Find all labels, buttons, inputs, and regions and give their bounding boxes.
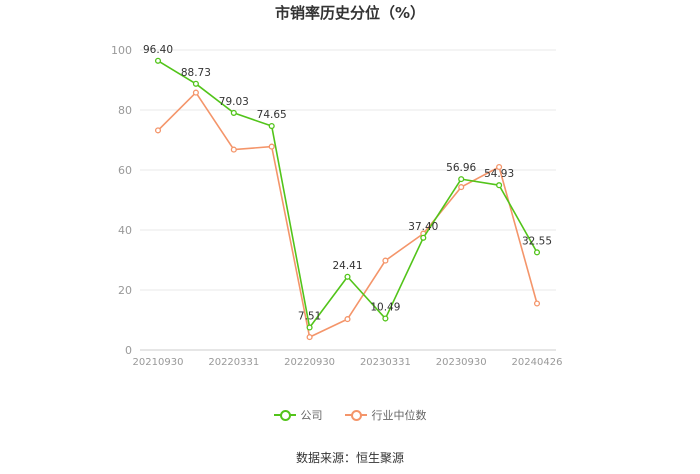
data-label: 88.73: [181, 67, 211, 79]
x-tick-label: 20230331: [360, 357, 411, 368]
data-point-company: [154, 57, 162, 64]
data-point-company: [192, 80, 199, 87]
data-point-industry: [458, 184, 465, 191]
data-point-company: [230, 109, 237, 116]
legend-label-company: 公司: [300, 409, 323, 422]
legend-label-industry: 行业中位数: [371, 409, 427, 422]
x-tick-label: 20220930: [284, 357, 335, 368]
data-label: 7.51: [298, 310, 321, 322]
data-point-industry: [192, 89, 199, 96]
data-labels: 96.40 88.73 79.03 74.65 7.51 24.41 10.49 37.40 5…: [143, 44, 552, 323]
x-tick-label: 20210930: [133, 357, 184, 368]
data-point-industry: [496, 163, 503, 171]
x-tick-label: 20230930: [436, 357, 487, 368]
data-label: 10.49: [370, 302, 400, 314]
data-point-industry: [230, 146, 237, 153]
data-point-company: [268, 123, 275, 130]
data-point-industry: [344, 316, 351, 323]
data-point-industry: [382, 257, 389, 264]
x-tick-label: 20240426: [512, 357, 563, 368]
y-tick-label: 60: [118, 164, 132, 177]
data-point-industry: [533, 300, 541, 307]
data-point-industry: [154, 127, 162, 134]
legend: 公司 行业中位数: [0, 407, 700, 423]
legend-item-company[interactable]: 公司: [273, 407, 323, 423]
data-point-company: [496, 182, 503, 189]
legend-swatch-company: [273, 409, 296, 421]
data-label: 37.40: [408, 221, 438, 233]
axes: 0 20 40 60 80 100 20210930 20220331 20220930 2023…: [111, 44, 562, 368]
data-label: 54.93: [484, 168, 514, 180]
data-label: 32.55: [522, 235, 552, 247]
data-label: 96.40: [143, 44, 173, 56]
data-point-company: [458, 176, 465, 183]
grid-lines: [140, 49, 556, 351]
data-point-company: [344, 273, 351, 280]
data-label: 24.41: [332, 260, 362, 272]
data-source: 数据来源：恒生聚源: [295, 451, 404, 465]
x-tick-label: 20220331: [208, 357, 259, 368]
data-point-industry: [306, 334, 313, 341]
series-line-company: [157, 60, 538, 329]
y-tick-label: 40: [118, 224, 132, 237]
data-point-company: [306, 324, 313, 331]
data-label: 56.96: [446, 162, 476, 174]
series-line-industry: [157, 91, 538, 338]
y-tick-label: 100: [111, 44, 132, 57]
series-layer: [154, 57, 541, 341]
y-tick-label: 80: [118, 104, 132, 117]
legend-swatch-industry: [344, 409, 367, 421]
data-point-company: [420, 234, 427, 241]
data-point-industry: [268, 143, 275, 150]
data-label: 74.65: [257, 109, 287, 121]
chart-title: 市销率历史分位（%）: [274, 4, 426, 22]
legend-item-industry[interactable]: 行业中位数: [344, 407, 427, 423]
data-point-company: [382, 315, 389, 322]
y-tick-label: 20: [118, 284, 132, 297]
y-tick-label: 0: [125, 344, 132, 357]
data-point-company: [533, 249, 541, 256]
data-label: 79.03: [219, 96, 249, 108]
